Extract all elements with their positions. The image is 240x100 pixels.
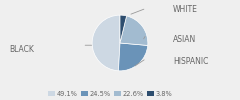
Text: ASIAN: ASIAN bbox=[173, 36, 196, 44]
Text: HISPANIC: HISPANIC bbox=[173, 57, 208, 66]
Wedge shape bbox=[120, 16, 148, 45]
Wedge shape bbox=[92, 15, 120, 71]
Wedge shape bbox=[120, 15, 126, 43]
Text: BLACK: BLACK bbox=[10, 46, 35, 54]
Legend: 49.1%, 24.5%, 22.6%, 3.8%: 49.1%, 24.5%, 22.6%, 3.8% bbox=[48, 91, 173, 97]
Text: WHITE: WHITE bbox=[173, 6, 198, 14]
Wedge shape bbox=[118, 43, 148, 71]
